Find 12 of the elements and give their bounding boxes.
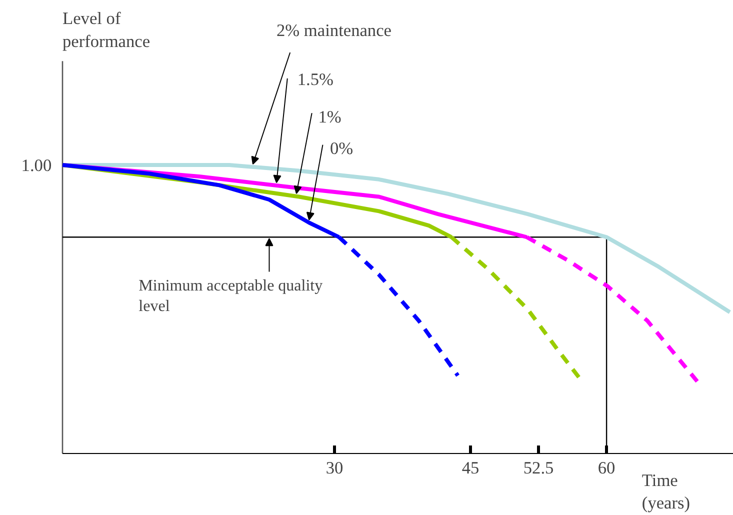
annotation: 1.00: [21, 156, 52, 175]
text: 0%: [330, 139, 354, 158]
x-tick-label: 30: [326, 458, 344, 478]
text: 1%: [318, 107, 342, 126]
text: 2% maintenance: [276, 20, 392, 40]
text: Level of performance: [62, 9, 150, 51]
x-tick-label: 60: [598, 458, 616, 478]
x-tick-label: 45: [462, 458, 480, 478]
x-tick-label: 52.5: [523, 458, 554, 478]
annotation: Minimum acceptable quality level: [138, 278, 323, 315]
x-axis-title: Time (years): [642, 470, 690, 513]
text: 1.5%: [297, 70, 334, 89]
